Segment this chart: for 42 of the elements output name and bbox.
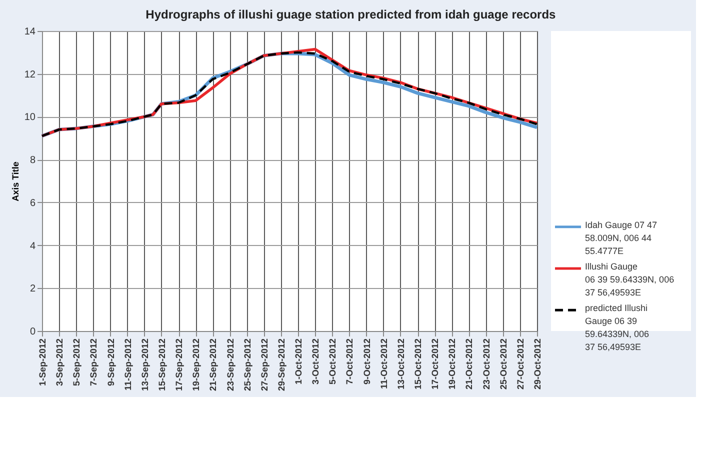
y-tick-label: 10 [24,112,36,124]
x-tick-label: 9-Sep-2012 [106,338,116,386]
x-tick-label: 5-Sep-2012 [72,338,82,386]
x-tick-label: 1-Oct-2012 [294,338,304,385]
y-tick-label: 8 [30,155,36,166]
x-tick-label: 25-Sep-2012 [242,338,252,392]
x-tick-label: 21-Sep-2012 [208,338,218,392]
x-tick-label: 27-Oct-2012 [515,338,526,390]
x-tick-label: 3-Sep-2012 [54,338,65,386]
x-tick-label: 9-Oct-2012 [362,338,372,385]
x-tick-label: 7-Sep-2012 [88,338,99,386]
x-tick-label: 17-Sep-2012 [174,338,184,392]
y-tick-label: 6 [30,198,36,209]
x-tick-label: 23-Oct-2012 [481,338,492,390]
y-axis-title: Axis Title [10,162,20,202]
x-tick-label: 11-Oct-2012 [378,338,389,390]
y-tick-label: 14 [24,26,36,38]
legend-label: Idah Gauge 07 47 58.009N, 006 44 55.4777E [585,220,658,256]
x-tick-label: 27-Sep-2012 [259,338,270,392]
x-tick-label: 21-Oct-2012 [464,338,474,390]
x-tick-label: 25-Oct-2012 [498,338,508,390]
x-tick-label: 11-Sep-2012 [122,338,133,391]
x-tick-label: 13-Oct-2012 [396,338,406,390]
x-tick-label: 3-Oct-2012 [310,338,321,385]
y-tick-label: 4 [30,240,36,252]
x-tick-label: 15-Oct-2012 [413,338,424,390]
x-tick-label: 19-Sep-2012 [191,338,202,392]
x-tick-label: 17-Oct-2012 [430,338,440,390]
x-tick-label: 29-Oct-2012 [532,338,542,390]
x-tick-label: 5-Oct-2012 [328,338,338,385]
x-tick-label: 13-Sep-2012 [140,338,150,392]
legend-label: predicted Illushi Gauge 06 39 59.64339N, 006 37 56,49593E [585,303,650,352]
x-tick-label: 19-Oct-2012 [447,338,458,390]
x-tick-label: 29-Sep-2012 [276,338,286,392]
chart-title: Hydrographs of illushi guage station predicted from idah guage records [146,8,556,22]
x-tick-label: 23-Sep-2012 [225,338,236,392]
y-tick-label: 12 [24,69,36,80]
y-tick-label: 0 [30,326,36,338]
y-tick-label: 2 [30,284,36,295]
x-tick-label: 7-Oct-2012 [344,338,355,385]
x-tick-label: 1-Sep-2012 [38,338,48,386]
x-tick-label: 15-Sep-2012 [156,338,167,392]
